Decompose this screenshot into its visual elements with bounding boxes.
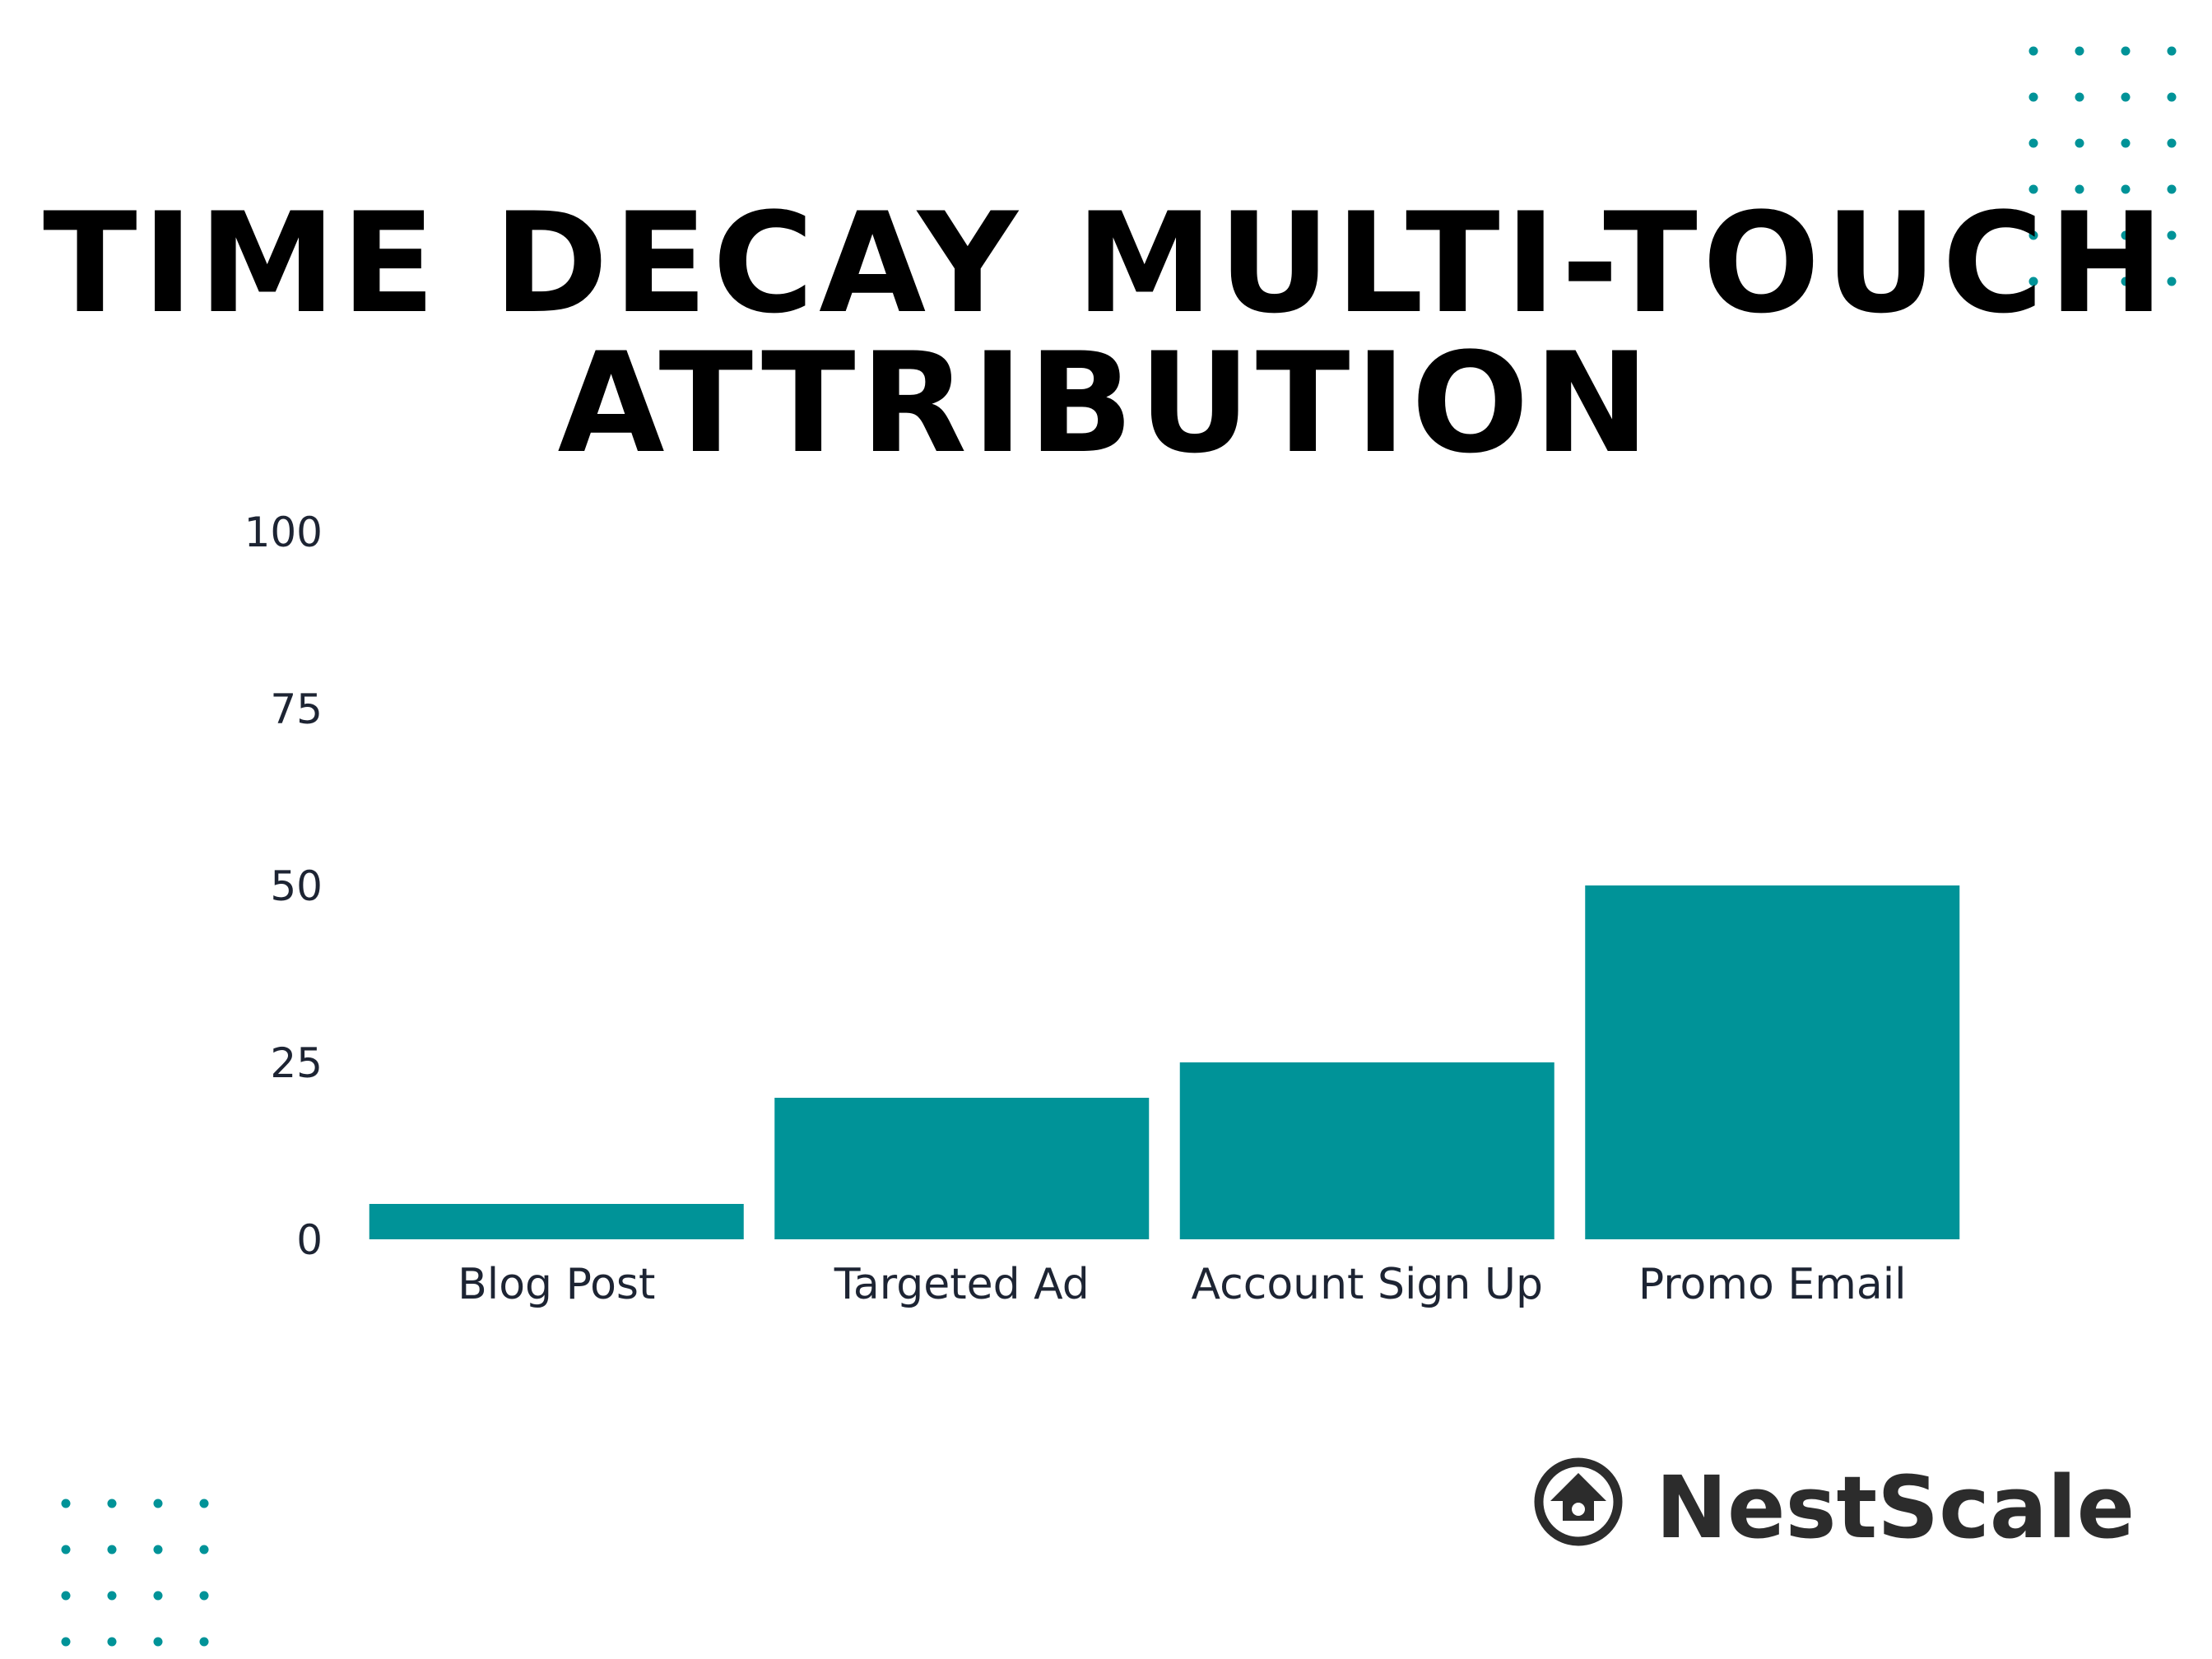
y-tick-label: 100 bbox=[244, 509, 323, 556]
bar-series bbox=[369, 885, 1960, 1239]
decorative-dot bbox=[199, 1591, 209, 1601]
y-axis: 0 25 50 75 100 bbox=[244, 509, 323, 1264]
decorative-dot bbox=[2075, 138, 2084, 148]
decorative-dot bbox=[2121, 276, 2131, 286]
chart-title-line-1: TIME DECAY MULTI-TOUCH bbox=[43, 183, 2169, 344]
decorative-dot bbox=[2075, 184, 2084, 194]
nestscale-logo-icon bbox=[1534, 1457, 1623, 1546]
decorative-dot bbox=[2121, 138, 2131, 148]
decorative-dot bbox=[199, 1545, 209, 1554]
y-tick-label: 0 bbox=[296, 1216, 323, 1264]
decorative-dot bbox=[2167, 46, 2177, 56]
decorative-dot bbox=[153, 1637, 163, 1647]
decorative-dot bbox=[2075, 92, 2084, 102]
chart-title-line-2: ATTRIBUTION bbox=[558, 323, 1655, 484]
decorative-dot bbox=[2028, 92, 2038, 102]
decorative-dot bbox=[61, 1637, 71, 1647]
x-tick-label: Blog Post bbox=[458, 1260, 655, 1309]
decorative-dot bbox=[2121, 46, 2131, 56]
bar-targeted-ad bbox=[774, 1098, 1150, 1239]
decorative-dot bbox=[2121, 92, 2131, 102]
bar-blog-post bbox=[369, 1204, 744, 1239]
decorative-dot bbox=[107, 1545, 117, 1554]
decorative-dot bbox=[2075, 230, 2084, 240]
decorative-dot bbox=[61, 1545, 71, 1554]
decorative-dot bbox=[107, 1591, 117, 1601]
decorative-dot bbox=[2075, 46, 2084, 56]
decorative-dot bbox=[107, 1499, 117, 1508]
y-tick-label: 75 bbox=[270, 685, 323, 733]
decorative-dot bbox=[199, 1499, 209, 1508]
decorative-dot bbox=[2028, 138, 2038, 148]
y-tick-label: 50 bbox=[270, 862, 323, 910]
decorative-dot bbox=[2167, 138, 2177, 148]
decorative-dot bbox=[2028, 46, 2038, 56]
x-tick-label: Account Sign Up bbox=[1191, 1260, 1543, 1309]
x-axis: Blog Post Targeted Ad Account Sign Up Promo… bbox=[458, 1260, 1907, 1309]
decorative-dot bbox=[153, 1591, 163, 1601]
brand-name: NestScale bbox=[1656, 1457, 2135, 1558]
decorative-dot bbox=[153, 1499, 163, 1508]
decorative-dot bbox=[107, 1637, 117, 1647]
decorative-dot bbox=[2028, 276, 2038, 286]
bar-account-sign-up bbox=[1179, 1062, 1554, 1239]
decorative-dot bbox=[199, 1637, 209, 1647]
decorative-dot bbox=[61, 1499, 71, 1508]
decorative-dot bbox=[2167, 92, 2177, 102]
decorative-dot bbox=[153, 1545, 163, 1554]
decorative-dot bbox=[2121, 230, 2131, 240]
decorative-dot bbox=[2028, 184, 2038, 194]
x-tick-label: Targeted Ad bbox=[834, 1260, 1090, 1309]
decorative-dot bbox=[61, 1591, 71, 1601]
decorative-dot bbox=[2167, 276, 2177, 286]
brand-logo: NestScale bbox=[1534, 1457, 2135, 1558]
decorative-dots-top-right bbox=[2028, 46, 2177, 286]
decorative-dot bbox=[2121, 184, 2131, 194]
decorative-dot bbox=[2075, 276, 2084, 286]
decorative-dot bbox=[2167, 230, 2177, 240]
decorative-dot bbox=[2028, 230, 2038, 240]
decorative-dot bbox=[2167, 184, 2177, 194]
decorative-dots-bottom-left bbox=[61, 1499, 209, 1647]
x-tick-label: Promo Email bbox=[1638, 1260, 1907, 1309]
y-tick-label: 25 bbox=[270, 1039, 323, 1087]
bar-promo-email bbox=[1585, 885, 1960, 1239]
